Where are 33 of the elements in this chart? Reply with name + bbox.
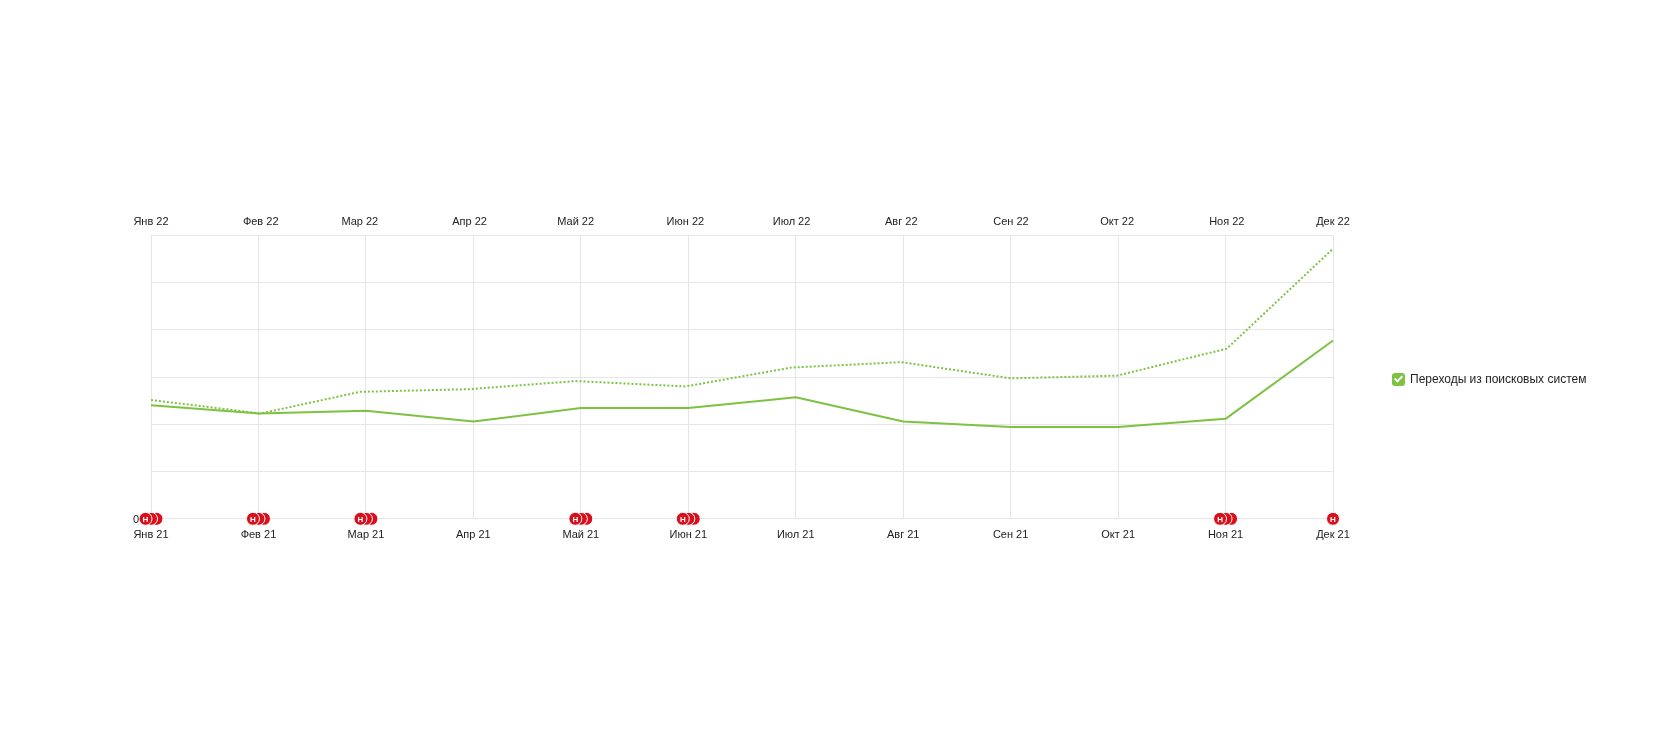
x2-tick-label: Июн 22: [666, 214, 705, 227]
x2-tick-label: Май 22: [557, 214, 595, 227]
x2-tick-label: Янв 22: [133, 214, 169, 227]
x2-tick-label: Ноя 22: [1209, 214, 1245, 227]
x2-tick-label: Мар 22: [341, 214, 379, 227]
annotation: Н: [357, 514, 364, 524]
x-tick-label: Мар 21: [347, 528, 385, 541]
annotation: Н: [572, 514, 579, 524]
x2-tick-label: Дек 22: [1316, 214, 1350, 227]
x-tick-label: Май 21: [562, 528, 600, 541]
annotation: Н: [250, 514, 257, 524]
legend-label: Переходы из поисковых систем: [1410, 372, 1587, 386]
x2-tick-label: Сен 22: [993, 214, 1029, 227]
x-tick-label: Фев 21: [240, 528, 277, 541]
x2-tick-label: Июл 22: [772, 214, 811, 227]
x-tick-label: Авг 21: [886, 528, 920, 541]
x-tick-label: Сен 21: [992, 528, 1029, 541]
x2-tick-label: Апр 22: [452, 214, 487, 227]
text: 0: [132, 512, 139, 525]
annotation: Н: [1330, 514, 1337, 524]
x-tick-label: Янв 21: [133, 528, 169, 541]
x-tick-label: Дек 21: [1316, 528, 1350, 541]
annotation: Н: [679, 514, 686, 524]
x-tick-label: Ноя 21: [1207, 528, 1244, 541]
annotation: Н: [1217, 514, 1224, 524]
x-tick-label: Окт 21: [1101, 528, 1136, 541]
x2-tick-label: Фев 22: [242, 214, 279, 227]
annotation: Н: [142, 514, 149, 524]
x-tick-label: Июн 21: [669, 528, 708, 541]
x2-tick-label: Авг 22: [885, 214, 918, 227]
x2-tick-label: Окт 22: [1100, 214, 1135, 227]
x-tick-label: Июл 21: [776, 528, 815, 541]
x-tick-label: Апр 21: [456, 528, 491, 541]
